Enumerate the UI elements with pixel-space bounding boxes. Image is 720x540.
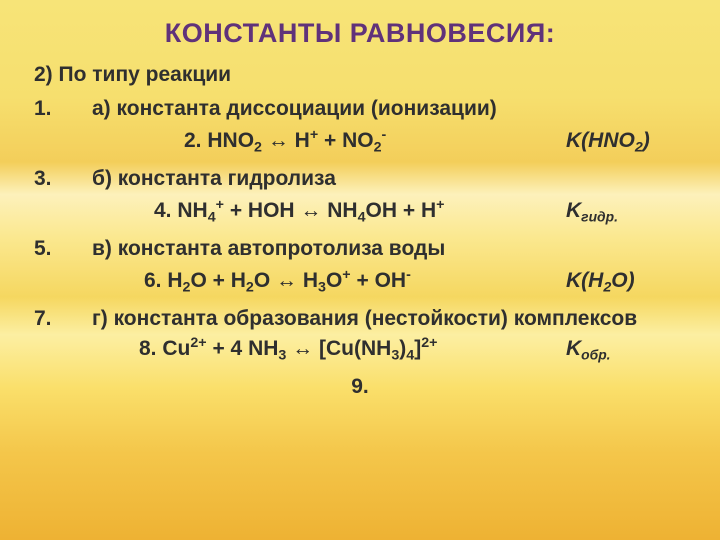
constant-b: Kгидр. [566, 199, 686, 223]
item-a: 1. а) константа диссоциации (ионизации) [34, 97, 686, 121]
item-c: 5. в) константа автопротолиза воды [34, 237, 686, 261]
equation-b: 4. NH4+ + HOH ↔ NH4OH + H+ Kгидр. [34, 199, 686, 223]
equation-c: 6. H2O + H2O ↔ H3O+ + OH- K(H2O) [34, 269, 686, 293]
equation-b-text: 4. NH4+ + HOH ↔ NH4OH + H+ [154, 199, 538, 223]
item-b-num: 3. [34, 167, 92, 191]
subheading: 2) По типу реакции [34, 63, 686, 87]
item-d-label: г) константа образования (нестойкости) к… [92, 307, 686, 331]
item-c-num: 5. [34, 237, 92, 261]
constant-d: Kобр. [566, 337, 686, 361]
equation-a-text: 2. HNO2 ↔ H+ + NO2- [184, 129, 566, 153]
item-d: 7. г) константа образования (нестойкости… [34, 307, 686, 331]
constant-c: K(H2O) [566, 269, 686, 293]
equation-d: 8. Cu2+ + 4 NH3 ↔ [Cu(NH3)4]2+ Kобр. [34, 337, 686, 361]
item-b-label: б) константа гидролиза [92, 167, 686, 191]
item-a-label: а) константа диссоциации (ионизации) [92, 97, 686, 121]
equation-a: 2. HNO2 ↔ H+ + NO2- K(HNO2) [34, 129, 686, 153]
trailing-number: 9. [34, 375, 686, 399]
item-d-num: 7. [34, 307, 92, 331]
equation-d-text: 8. Cu2+ + 4 NH3 ↔ [Cu(NH3)4]2+ [139, 337, 538, 361]
constant-a: K(HNO2) [566, 129, 686, 153]
item-a-num: 1. [34, 97, 92, 121]
equation-c-text: 6. H2O + H2O ↔ H3O+ + OH- [144, 269, 566, 293]
page-title: КОНСТАНТЫ РАВНОВЕСИЯ: [34, 18, 686, 49]
item-b: 3. б) константа гидролиза [34, 167, 686, 191]
item-c-label: в) константа автопротолиза воды [92, 237, 686, 261]
